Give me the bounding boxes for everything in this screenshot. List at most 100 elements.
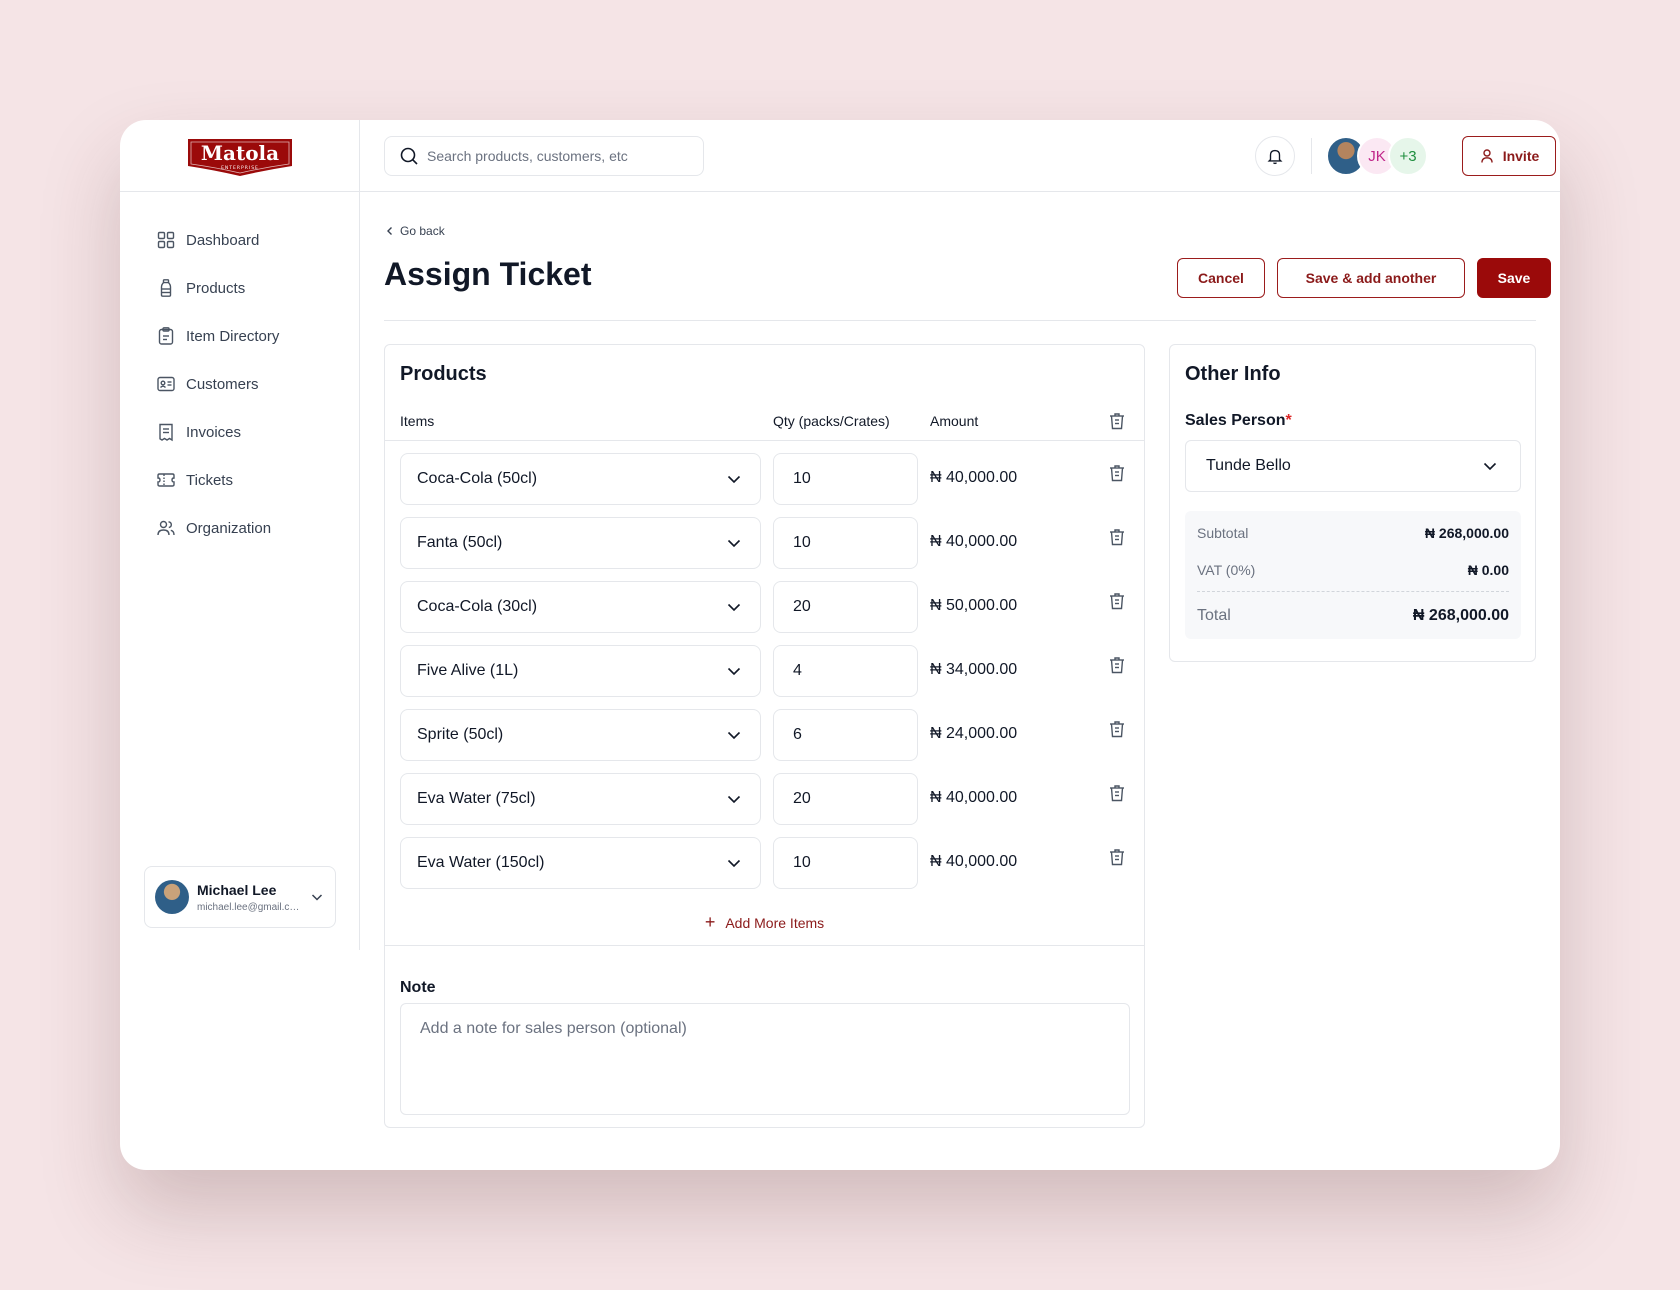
amount-value: ₦ 40,000.00 — [930, 789, 1018, 806]
other-info-title: Other Info — [1185, 363, 1281, 385]
chevron-down-icon — [311, 894, 323, 901]
invite-button[interactable]: Invite — [1462, 136, 1556, 176]
svg-text:ENTERPRISE: ENTERPRISE — [221, 165, 259, 171]
save-and-add-another-button[interactable]: Save & add another — [1277, 258, 1465, 298]
users-icon — [157, 520, 175, 536]
item-select[interactable]: Eva Water (75cl) — [400, 773, 761, 825]
item-select-value: Sprite (50cl) — [417, 726, 504, 743]
trash-icon[interactable] — [1107, 655, 1127, 675]
item-select-value: Eva Water (75cl) — [417, 790, 536, 807]
trash-icon[interactable] — [1107, 847, 1127, 867]
column-header-qty: Qty (packs/Crates) — [773, 413, 890, 429]
matola-logo[interactable]: Matola ENTERPRISE — [186, 136, 294, 176]
amount-value: ₦ 40,000.00 — [930, 469, 1018, 486]
sidebar-item-dashboard[interactable]: Dashboard — [156, 216, 359, 264]
subtotal-row: Subtotal ₦ 268,000.00 — [1197, 525, 1509, 541]
go-back-link[interactable]: Go back — [384, 224, 445, 238]
total-value: ₦ 268,000.00 — [1412, 607, 1509, 624]
table-row: Fanta (50cl) ₦ 40,000.00 — [400, 517, 1130, 569]
add-more-items-button[interactable]: + Add More Items — [385, 912, 1144, 933]
qty-input[interactable] — [773, 837, 918, 889]
trash-icon[interactable] — [1107, 411, 1127, 431]
sidebar-nav: Dashboard Products Item Directory Custom… — [120, 192, 359, 552]
chevron-down-icon — [727, 795, 741, 804]
note-textarea[interactable] — [400, 1003, 1130, 1115]
invite-label: Invite — [1502, 148, 1540, 164]
chevron-down-icon — [727, 859, 741, 868]
cancel-button[interactable]: Cancel — [1177, 258, 1265, 298]
qty-input[interactable] — [773, 773, 918, 825]
item-select[interactable]: Eva Water (150cl) — [400, 837, 761, 889]
table-row: Coca-Cola (50cl) ₦ 40,000.00 — [400, 453, 1130, 505]
avatar-more-count[interactable]: +3 — [1388, 136, 1428, 176]
subtotal-value: ₦ 268,000.00 — [1424, 525, 1509, 541]
grid-icon — [157, 231, 175, 249]
amount-value: ₦ 40,000.00 — [930, 853, 1018, 870]
table-row: Eva Water (150cl) ₦ 40,000.00 — [400, 837, 1130, 889]
chevron-down-icon — [727, 475, 741, 484]
clipboard-icon — [158, 327, 174, 345]
search-input[interactable] — [427, 148, 677, 164]
table-row: Sprite (50cl) ₦ 24,000.00 — [400, 709, 1130, 761]
item-select[interactable]: Five Alive (1L) — [400, 645, 761, 697]
item-select[interactable]: Coca-Cola (50cl) — [400, 453, 761, 505]
sales-person-value: Tunde Bello — [1206, 457, 1291, 474]
qty-input[interactable] — [773, 453, 918, 505]
sidebar-item-products[interactable]: Products — [156, 264, 359, 312]
sidebar-item-label: Products — [186, 279, 246, 297]
search-box[interactable] — [384, 136, 704, 176]
vat-row: VAT (0%) ₦ 0.00 — [1197, 562, 1509, 578]
item-select-value: Fanta (50cl) — [417, 534, 503, 551]
chevron-down-icon — [1483, 462, 1497, 471]
sidebar-item-tickets[interactable]: Tickets — [156, 456, 359, 504]
item-select-value: Coca-Cola (50cl) — [417, 470, 538, 487]
qty-input[interactable] — [773, 517, 918, 569]
sidebar-item-customers[interactable]: Customers — [156, 360, 359, 408]
item-select-value: Five Alive (1L) — [417, 662, 519, 679]
bottle-icon — [160, 279, 172, 297]
trash-icon[interactable] — [1107, 591, 1127, 611]
sidebar-item-organization[interactable]: Organization — [156, 504, 359, 552]
subtotal-label: Subtotal — [1197, 525, 1249, 541]
amount-value: ₦ 24,000.00 — [930, 725, 1018, 742]
item-select[interactable]: Fanta (50cl) — [400, 517, 761, 569]
sidebar-item-label: Organization — [186, 519, 272, 537]
sidebar-item-invoices[interactable]: Invoices — [156, 408, 359, 456]
qty-input[interactable] — [773, 581, 918, 633]
trash-icon[interactable] — [1107, 463, 1127, 483]
table-row: Five Alive (1L) ₦ 34,000.00 — [400, 645, 1130, 697]
top-bar: JK +3 Invite — [360, 120, 1560, 192]
item-select-value: Coca-Cola (30cl) — [417, 598, 538, 615]
column-header-amount: Amount — [930, 413, 979, 429]
amount-value: ₦ 34,000.00 — [930, 661, 1018, 678]
sales-person-select[interactable]: Tunde Bello — [1185, 440, 1521, 492]
qty-input[interactable] — [773, 645, 918, 697]
divider — [385, 945, 1144, 946]
svg-text:Matola: Matola — [200, 141, 278, 165]
sidebar: Matola ENTERPRISE Dashboard Products Ite… — [120, 120, 360, 950]
required-mark: * — [1285, 412, 1292, 429]
id-card-icon — [157, 376, 175, 392]
chevron-left-icon — [387, 227, 392, 235]
page-title: Assign Ticket — [384, 256, 592, 292]
sidebar-item-item-directory[interactable]: Item Directory — [156, 312, 359, 360]
sales-person-label-text: Sales Person — [1185, 412, 1286, 429]
trash-icon[interactable] — [1107, 783, 1127, 803]
divider — [384, 320, 1536, 321]
user-menu[interactable]: Michael Lee michael.lee@gmail.com — [144, 866, 336, 928]
note-label: Note — [400, 979, 436, 996]
trash-icon[interactable] — [1107, 527, 1127, 547]
trash-icon[interactable] — [1107, 719, 1127, 739]
add-more-label: Add More Items — [725, 914, 825, 931]
chevron-down-icon — [727, 539, 741, 548]
user-name: Michael Lee — [197, 881, 277, 898]
table-row: Coca-Cola (30cl) ₦ 50,000.00 — [400, 581, 1130, 633]
products-title: Products — [400, 363, 487, 385]
logo-area: Matola ENTERPRISE — [120, 120, 359, 192]
save-button[interactable]: Save — [1477, 258, 1551, 298]
notifications-button[interactable] — [1255, 136, 1295, 176]
item-select[interactable]: Sprite (50cl) — [400, 709, 761, 761]
amount-value: ₦ 50,000.00 — [930, 597, 1018, 614]
qty-input[interactable] — [773, 709, 918, 761]
item-select[interactable]: Coca-Cola (30cl) — [400, 581, 761, 633]
